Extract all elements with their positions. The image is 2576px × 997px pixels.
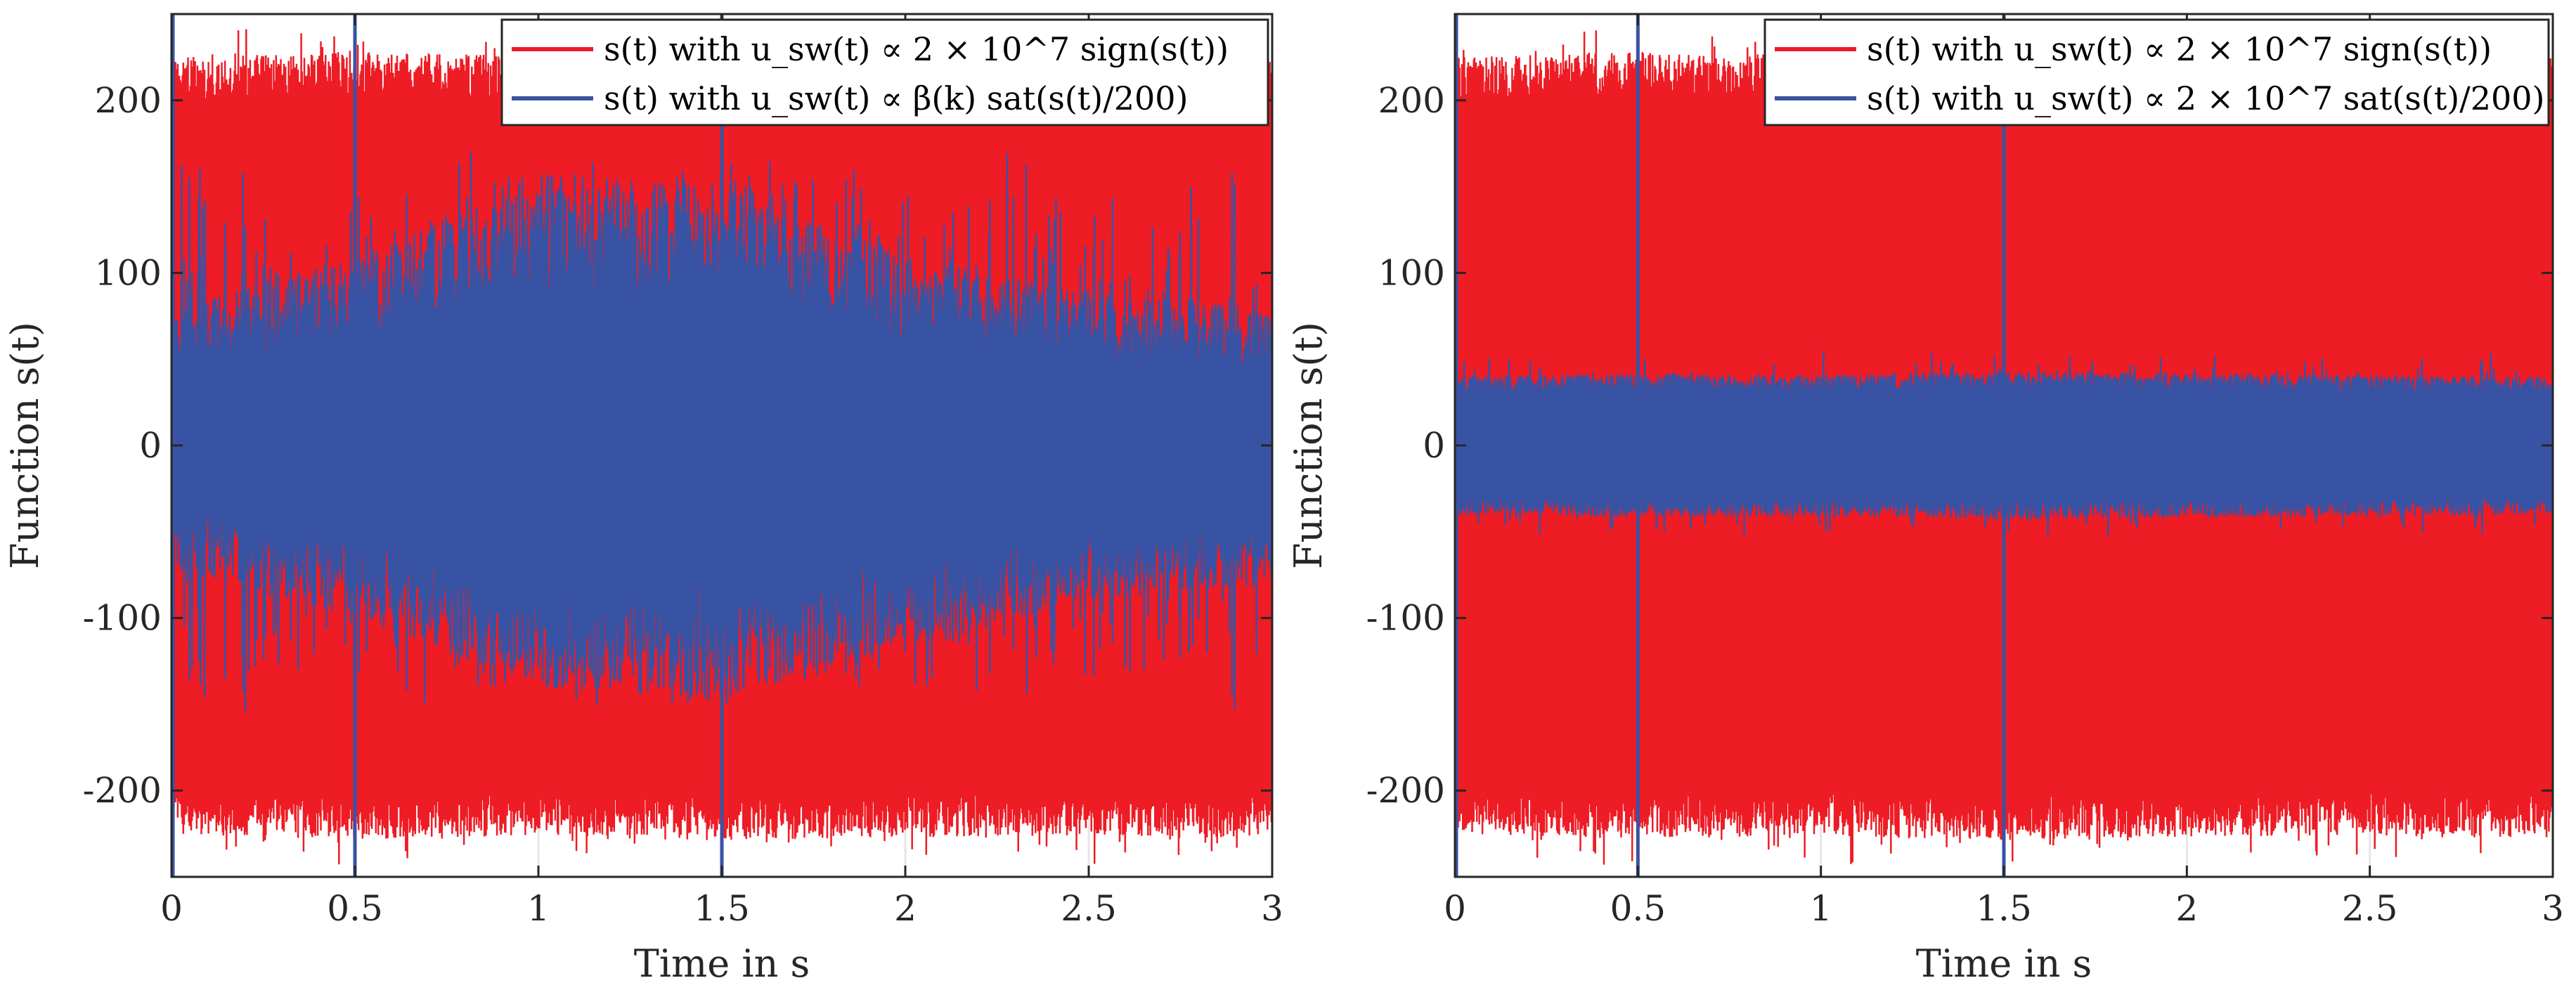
x-tick-label: 0.5 [1610, 888, 1666, 929]
legend-entry-label: s(t) with u_sw(t) ∝ 2 × 10^7 sign(s(t)) [604, 30, 1229, 68]
y-tick-label: -100 [83, 598, 162, 639]
x-tick-label: 0 [1444, 888, 1466, 929]
x-tick-label: 0 [160, 888, 183, 929]
y-axis-label: Function s(t) [3, 322, 47, 569]
x-tick-label: 3 [2542, 888, 2564, 929]
series-group [171, 14, 1272, 877]
x-tick-label: 3 [1261, 888, 1283, 929]
legend-entry-label: s(t) with u_sw(t) ∝ β(k) sat(s(t)/200) [604, 79, 1188, 117]
legend: s(t) with u_sw(t) ∝ 2 × 10^7 sign(s(t)) s… [500, 18, 1269, 126]
legend: s(t) with u_sw(t) ∝ 2 × 10^7 sign(s(t)) s… [1763, 18, 2550, 126]
y-tick-label: 100 [1378, 252, 1445, 293]
chart-panel-left: 0 0.5 1 1.5 2 2.5 3 -200 -100 0 100 200 Time in s Fun… [3, 13, 1283, 986]
legend-entry-label: s(t) with u_sw(t) ∝ 2 × 10^7 sat(s(t)/20… [1867, 79, 2545, 117]
y-tick-label: 200 [1378, 80, 1445, 121]
x-tick-label: 1.5 [694, 888, 750, 929]
y-tick-label: 0 [1423, 425, 1445, 466]
y-tick-label: -200 [1366, 770, 1445, 811]
y-tick-label: 0 [139, 425, 162, 466]
chart-panel-right: 0 0.5 1 1.5 2 2.5 3 -200 -100 0 100 200 Time in s Fun… [1286, 13, 2564, 986]
y-tick-label: -200 [83, 770, 162, 811]
y-tick-label: -100 [1366, 598, 1445, 639]
x-tick-label: 0.5 [327, 888, 383, 929]
legend-box [1763, 18, 2550, 126]
x-tick-label: 2 [894, 888, 917, 929]
legend-box [500, 18, 1269, 126]
y-tick-label: 200 [95, 80, 162, 121]
x-axis-label: Time in s [1916, 941, 2092, 986]
x-tick-label: 2.5 [1061, 888, 1117, 929]
x-axis-label: Time in s [634, 941, 810, 986]
x-tick-label: 1 [527, 888, 550, 929]
series-group [1455, 14, 2553, 877]
x-tick-label: 1 [1810, 888, 1832, 929]
y-tick-label: 100 [95, 252, 162, 293]
x-tick-label: 2.5 [2342, 888, 2398, 929]
y-axis-label: Function s(t) [1286, 322, 1331, 569]
x-tick-label: 2 [2175, 888, 2198, 929]
x-tick-label: 1.5 [1976, 888, 2032, 929]
legend-entry-label: s(t) with u_sw(t) ∝ 2 × 10^7 sign(s(t)) [1867, 30, 2492, 68]
